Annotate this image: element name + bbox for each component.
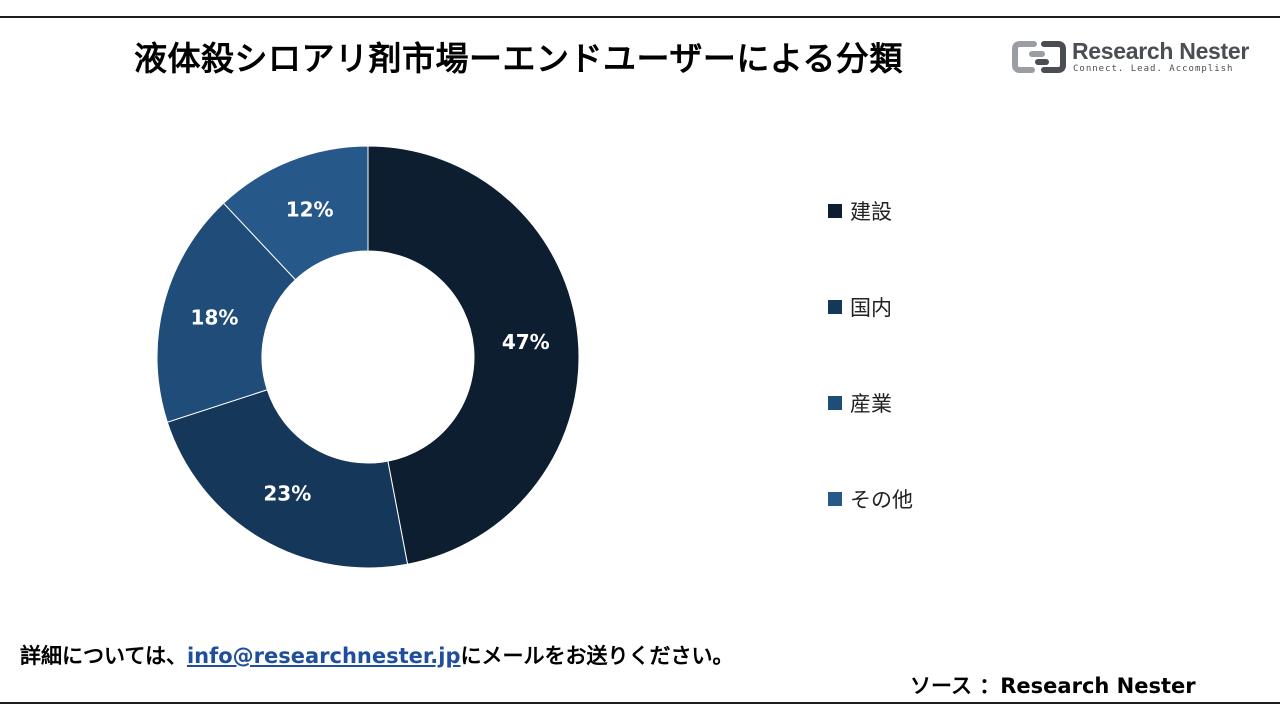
logo-name: Research Nester: [1072, 38, 1250, 64]
contact-note-suffix: にメールをお送りください。: [460, 644, 734, 668]
legend-label: その他: [850, 488, 913, 512]
legend-item-2: 国内: [828, 292, 892, 322]
donut-slice-4: [222, 145, 369, 281]
legend-item-4: その他: [828, 484, 913, 514]
donut-slice-1: [367, 145, 580, 565]
contact-note-prefix: 詳細については、: [20, 644, 187, 668]
source-credit: ソース ：Research Nester: [910, 674, 1196, 698]
top-rule: [0, 16, 1280, 18]
legend-swatch: [828, 396, 842, 410]
legend-swatch: [828, 492, 842, 506]
legend-label: 国内: [850, 296, 892, 320]
legend-label: 建設: [850, 200, 892, 224]
legend-swatch: [828, 204, 842, 218]
donut-label-3: 18%: [191, 306, 239, 330]
contact-note: 詳細については、info@researchnester.jpにメールをお送りくだ…: [20, 640, 733, 670]
donut-label-4: 12%: [286, 198, 334, 222]
bottom-rule: [0, 702, 1280, 704]
donut-slice-2: [166, 389, 409, 569]
brand-logo: Research Nester Connect. Lead. Accomplis…: [1012, 38, 1249, 78]
logo-tagline: Connect. Lead. Accomplish: [1073, 64, 1234, 74]
legend-item-3: 産業: [828, 388, 892, 418]
email-link[interactable]: info@researchnester.jp: [186, 644, 461, 668]
donut-label-2: 23%: [263, 481, 311, 505]
donut-slice-3: [156, 202, 297, 423]
research-nester-logo-icon: [1012, 41, 1066, 73]
legend-swatch: [828, 300, 842, 314]
page-title: 液体殺シロアリ剤市場ーエンドユーザーによる分類: [134, 39, 903, 78]
legend-item-1: 建設: [828, 196, 892, 226]
donut-label-1: 47%: [502, 330, 550, 354]
legend-label: 産業: [850, 392, 892, 416]
